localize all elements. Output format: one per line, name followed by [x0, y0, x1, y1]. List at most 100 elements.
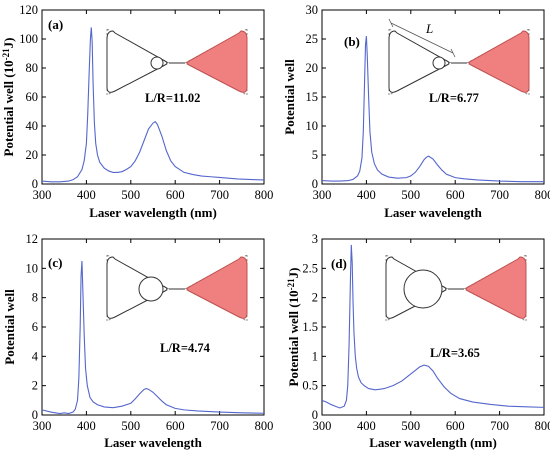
- panel-d-xtick-label-4: 700: [490, 419, 509, 433]
- panel-d-xtick-label-2: 500: [401, 419, 420, 433]
- panel-d-inset: [385, 254, 527, 322]
- panel-c-ytick-label-4: 8: [32, 291, 38, 305]
- panel-a-xtick-label-1: 400: [77, 188, 96, 202]
- panel-c-ytick-label-2: 4: [32, 349, 39, 363]
- panel-a-xtick-label-3: 600: [166, 188, 185, 202]
- panel-a-ytick-label-0: 0: [32, 177, 38, 191]
- panel-a-left-triangle-outline: [106, 30, 168, 93]
- panel-b-inset-right-triangle: [466, 28, 530, 96]
- panel-a-xtick-label-5: 800: [255, 188, 274, 202]
- panel-c-ytick-label-3: 6: [32, 320, 38, 334]
- panel-c-label: (c): [48, 255, 62, 270]
- panel-b-ytick-label-2: 10: [306, 119, 319, 133]
- panel-b-length-marker: L: [388, 18, 456, 58]
- panel-a-ytick-label-3: 60: [26, 90, 39, 104]
- panel-d-ytick-label-5: 2.5: [302, 261, 318, 275]
- panel-b-xlabel: Laser wavelength: [384, 205, 482, 220]
- panel-c-xtick-label-0: 300: [33, 419, 52, 433]
- panel-b-inset: L: [388, 18, 530, 96]
- panel-a-series-line: [41, 27, 265, 183]
- panel-b-right-triangle-filled: [468, 30, 530, 93]
- panel-d-ylabel-pre: Potential well (10: [286, 290, 301, 386]
- panel-b-length-cap-start: [388, 18, 394, 28]
- panel-b: L 300 400 500 600 700 800 0 5 10 15 20 25 30 (b) L/R…: [282, 3, 550, 220]
- panel-a-ytick-label-4: 80: [26, 61, 39, 75]
- panel-b-ytick-label-1: 5: [312, 148, 318, 162]
- panel-d-ylabel-sup: -21: [286, 278, 296, 290]
- panel-a-inset-left-triangle: [106, 28, 185, 96]
- panel-d-ytick-label-0: 0: [312, 408, 318, 422]
- panel-d-xtick-label-0: 300: [313, 419, 332, 433]
- panel-a-ratio-label: L/R=11.02: [145, 91, 200, 105]
- panel-b-xtick-label-0: 300: [313, 188, 332, 202]
- panel-d-ytick-label-3: 1.5: [302, 320, 318, 334]
- panel-c-ylabel: Potential well: [2, 289, 17, 365]
- panel-a-ylabel-pre: Potential well (10: [1, 60, 16, 156]
- panel-b-length-line: [390, 22, 454, 54]
- panel-d-xtick-label-5: 800: [535, 419, 550, 433]
- panel-c-ytick-label-0: 0: [32, 408, 38, 422]
- panel-a-xlabel: Laser wavelength (nm): [89, 205, 217, 220]
- panel-d-xlabel: Laser wavelength (nm): [369, 435, 497, 450]
- panel-a-inner-circle: [150, 56, 164, 70]
- panel-b-series-line: [321, 36, 544, 183]
- panel-c-xtick-label-5: 800: [255, 419, 274, 433]
- panel-b-length-label: L: [425, 21, 433, 36]
- panel-b-inner-circle: [432, 56, 446, 70]
- panel-a-ytick-label-5: 100: [19, 32, 38, 46]
- panel-b-ytick-label-6: 30: [306, 3, 319, 17]
- panel-b-ratio-label: L/R=6.77: [429, 91, 479, 105]
- panel-c-inset-right-triangle: [184, 254, 248, 322]
- panel-a-inset-right-triangle: [184, 28, 248, 96]
- panel-a-ylabel-post: J): [1, 38, 16, 49]
- panel-c-inset: [106, 254, 248, 322]
- panel-b-xtick-label-4: 700: [490, 188, 509, 202]
- panel-d-ytick-label-1: 0.5: [302, 379, 318, 393]
- panel-d-ytick-label-2: 1: [312, 349, 318, 363]
- panel-a-inset: [106, 28, 248, 96]
- panel-d-label: (d): [331, 256, 347, 271]
- panel-c-xlabel: Laser wavelength: [104, 435, 202, 450]
- panel-c-inset-left-triangle: [106, 254, 185, 322]
- panel-d-ytick-label-4: 2: [312, 291, 318, 305]
- panel-a-ticks: 300 400 500 600 700 800 0 20 40 60 80 100 120: [19, 3, 273, 202]
- panel-b-ylabel: Potential well: [282, 59, 297, 135]
- panel-a: 300 400 500 600 700 800 0 20 40 60 80 100 120 (a) L/…: [1, 3, 273, 220]
- panel-d-xtick-label-3: 600: [446, 419, 465, 433]
- panel-a-ylabel-sup: -21: [1, 48, 11, 60]
- panel-a-label: (a): [48, 17, 63, 32]
- panel-c: 300 400 500 600 700 800 0 2 4 6 8 10 12 (c) L/R=4.74…: [2, 232, 273, 450]
- panel-d-right-triangle-filled: [465, 256, 527, 319]
- panel-d-ytick-label-6: 3: [312, 232, 318, 246]
- panel-a-ytick-label-2: 40: [26, 119, 39, 133]
- panel-b-ticks: 300 400 500 600 700 800 0 5 10 15 20 25 30: [306, 3, 550, 202]
- panel-a-xtick-label-0: 300: [33, 188, 52, 202]
- panel-c-right-triangle-filled: [186, 256, 248, 319]
- panel-c-xtick-label-1: 400: [77, 419, 96, 433]
- panel-a-right-triangle-filled: [186, 30, 248, 93]
- panel-b-xtick-label-3: 600: [446, 188, 465, 202]
- panel-d: 300 400 500 600 700 800 0 0.5 1 1.5 2 2.5 3 (d) L/R=…: [286, 232, 550, 450]
- panel-c-ytick-label-6: 12: [26, 232, 39, 246]
- panel-d-ticks: 300 400 500 600 700 800 0 0.5 1 1.5 2 2.5 3: [302, 232, 550, 433]
- panel-c-left-triangle-outline: [106, 256, 168, 319]
- panel-c-ratio-label: L/R=4.74: [160, 341, 211, 355]
- panel-d-series-line: [321, 244, 545, 409]
- panel-c-xtick-label-2: 500: [121, 419, 140, 433]
- panel-c-ytick-label-1: 2: [32, 379, 38, 393]
- panel-b-ytick-label-0: 0: [312, 177, 318, 191]
- panel-c-series-line: [41, 260, 265, 415]
- panel-d-ratio-label: L/R=3.65: [430, 346, 480, 360]
- panel-a-ytick-label-1: 20: [26, 148, 39, 162]
- panel-b-label: (b): [344, 34, 360, 49]
- panel-c-ytick-label-5: 10: [26, 261, 39, 275]
- panel-a-xtick-label-2: 500: [121, 188, 140, 202]
- panel-d-ylabel: Potential well (10-21J): [286, 268, 301, 387]
- panel-b-xtick-label-5: 800: [535, 188, 550, 202]
- panel-c-inner-circle: [138, 276, 164, 302]
- panel-a-xtick-label-4: 700: [210, 188, 229, 202]
- panel-a-ylabel: Potential well (10-21J): [1, 38, 16, 157]
- panel-b-ytick-label-5: 25: [306, 32, 319, 46]
- panel-d-xtick-label-1: 400: [357, 419, 376, 433]
- panel-b-inset-left-triangle: [388, 28, 467, 96]
